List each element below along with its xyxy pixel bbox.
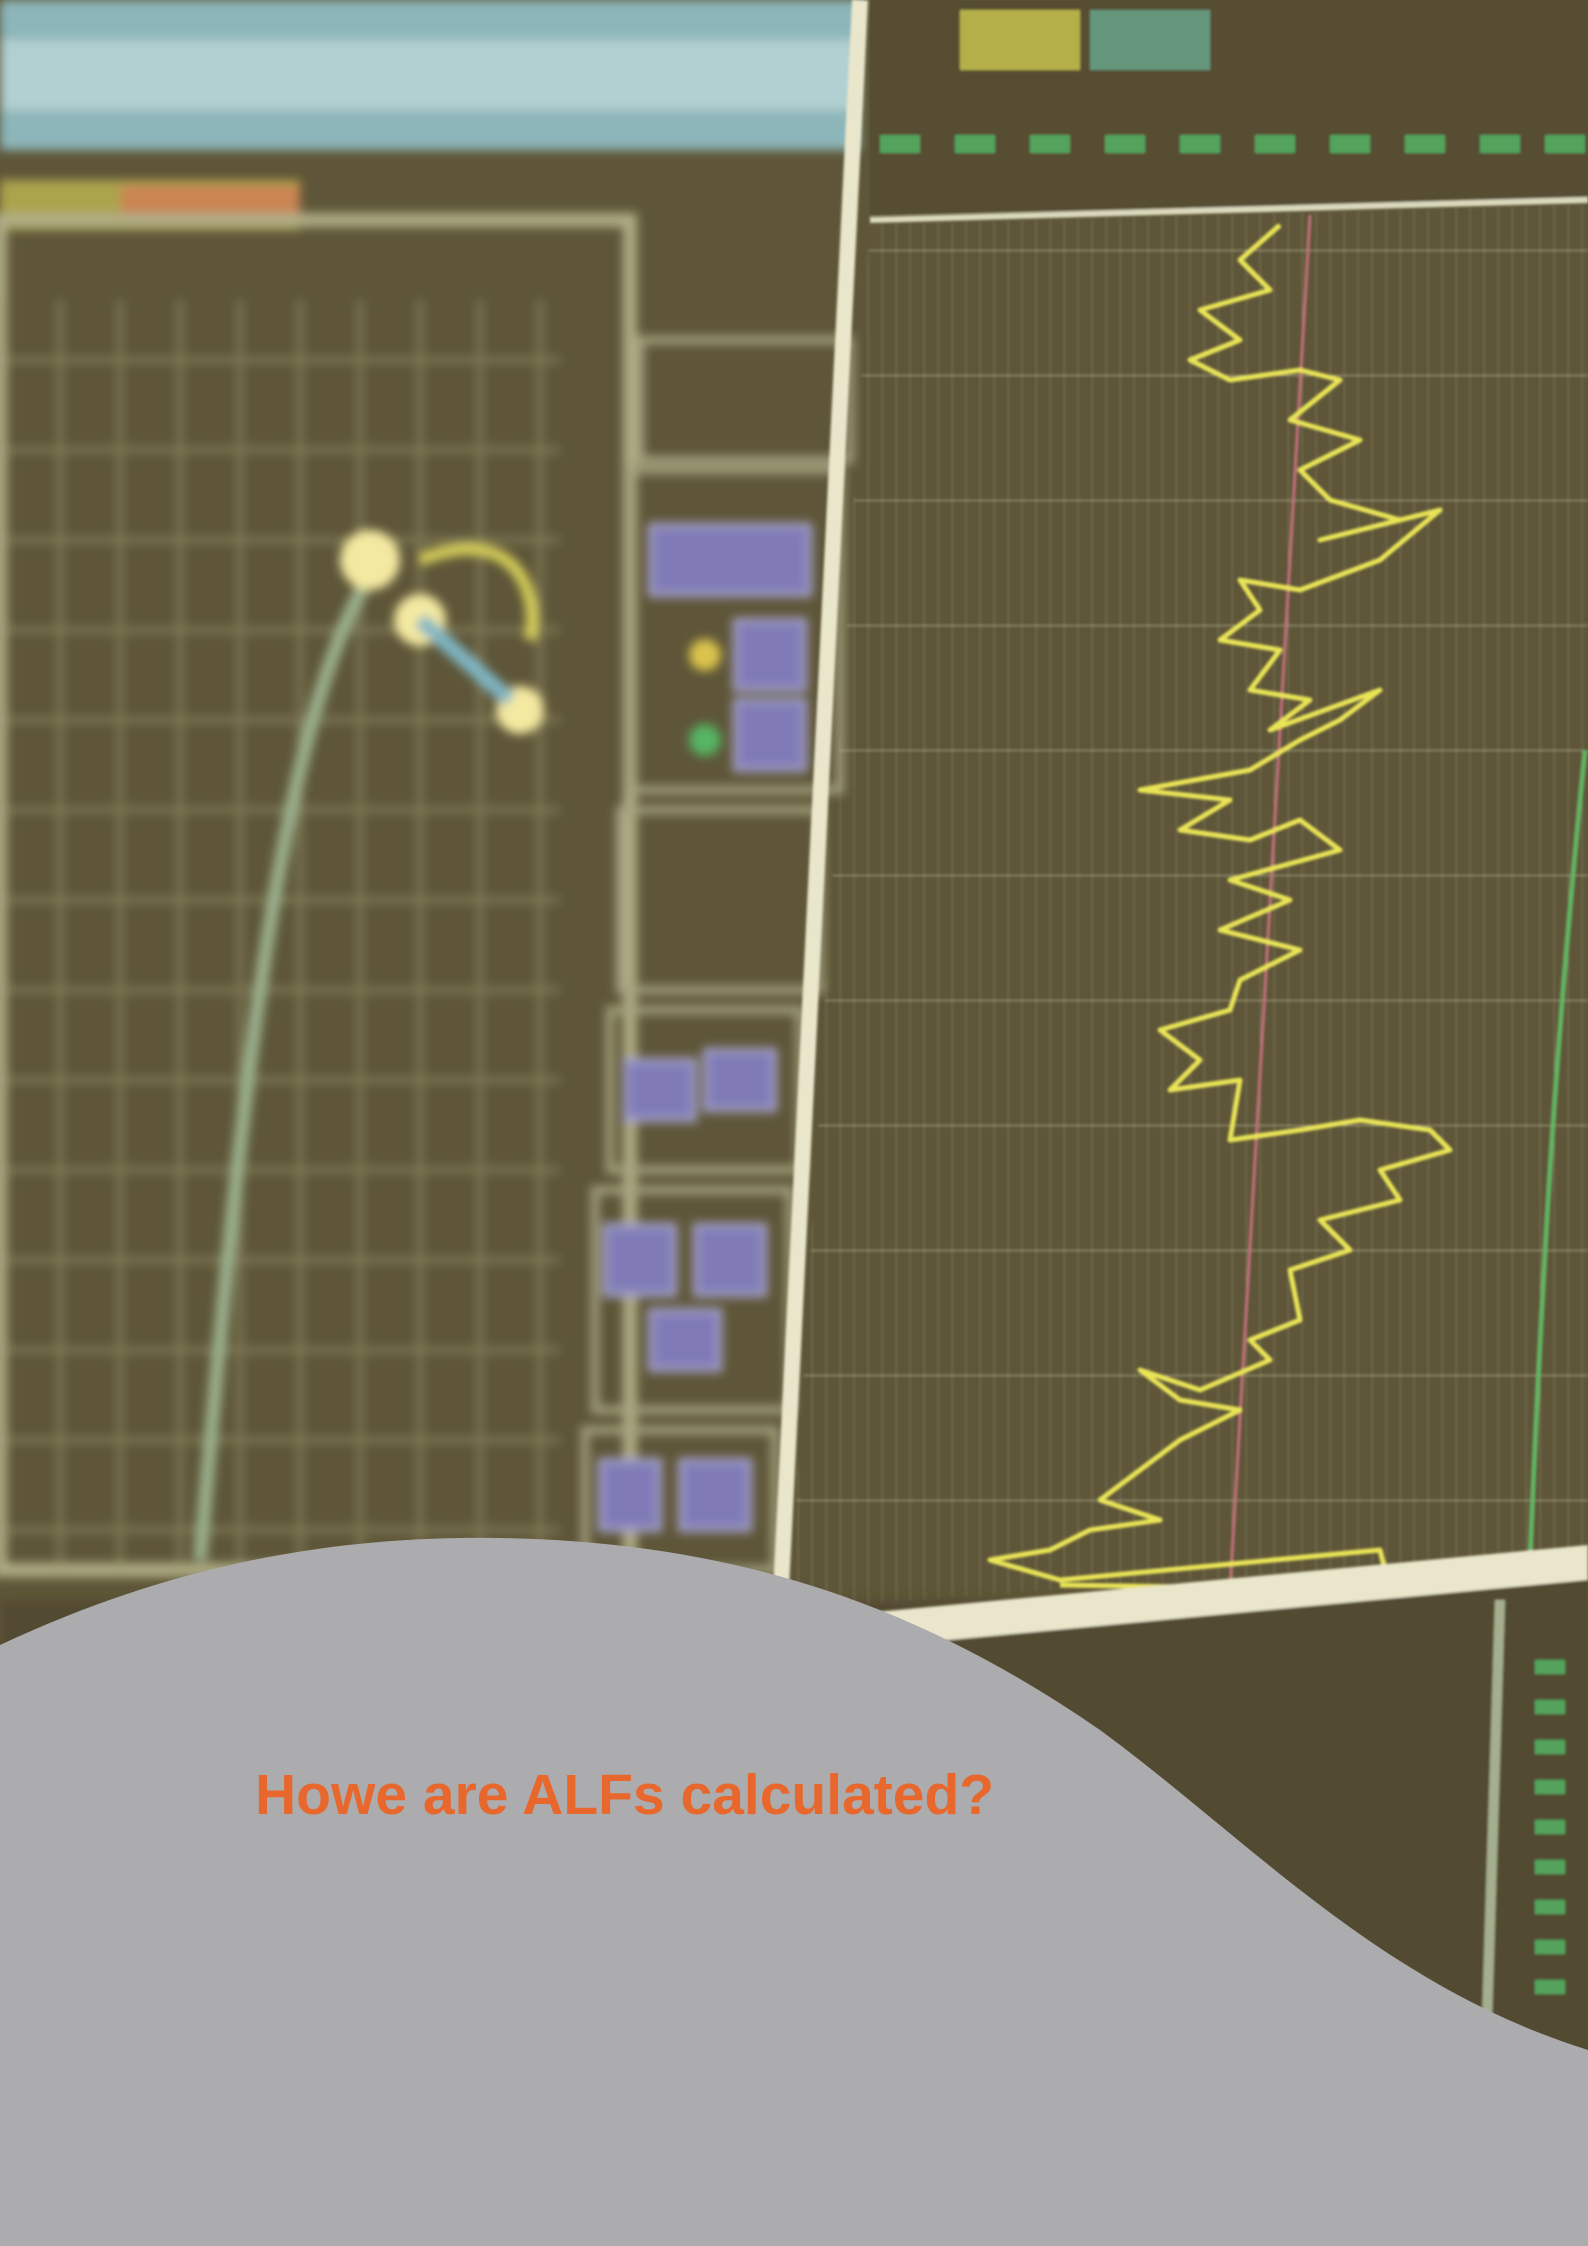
background-photo — [0, 0, 1588, 2246]
heading: Howe are ALFs calculated? — [255, 1762, 994, 1828]
cover-page: Howe are ALFs calculated? — [0, 0, 1588, 2246]
